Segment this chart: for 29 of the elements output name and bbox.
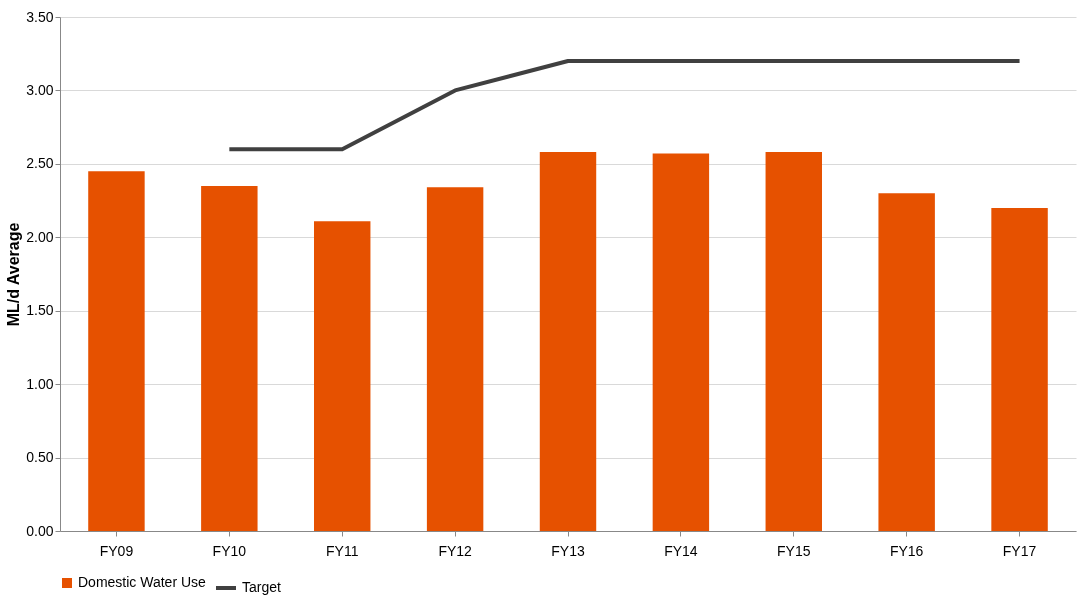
bar bbox=[426, 187, 484, 531]
y-tick-label: 1.00 bbox=[26, 375, 54, 392]
y-tick-label: 2.00 bbox=[26, 228, 54, 245]
x-tick-label: FY14 bbox=[664, 542, 698, 559]
y-tick-label: 3.00 bbox=[26, 81, 54, 98]
x-tick-label: FY11 bbox=[326, 542, 359, 559]
bar bbox=[314, 221, 371, 531]
x-tick-label: FY10 bbox=[212, 542, 247, 559]
x-tick-label: FY12 bbox=[438, 542, 473, 559]
bar bbox=[539, 152, 597, 531]
x-tick-label: FY13 bbox=[551, 542, 585, 559]
legend-label: Target bbox=[242, 579, 282, 595]
bar bbox=[88, 171, 145, 531]
legend-label: Domestic Water Use bbox=[78, 574, 207, 590]
y-tick-label: 2.50 bbox=[26, 155, 54, 172]
x-tick-label: FY16 bbox=[889, 542, 924, 559]
y-tick-label: 1.50 bbox=[26, 302, 54, 319]
x-tick-label: FY15 bbox=[777, 542, 811, 559]
x-tick-label: FY17 bbox=[1002, 542, 1037, 559]
y-tick-label: 0.50 bbox=[26, 449, 54, 466]
y-tick-label: 3.50 bbox=[26, 8, 54, 25]
x-tick-label: FY09 bbox=[99, 542, 134, 559]
bar bbox=[765, 152, 822, 531]
bar bbox=[878, 193, 935, 531]
bar bbox=[991, 207, 1048, 531]
bar bbox=[201, 185, 258, 531]
y-axis-title: ML/d Average bbox=[5, 222, 23, 327]
y-tick-label: 0.00 bbox=[26, 522, 54, 539]
bar bbox=[652, 153, 710, 531]
